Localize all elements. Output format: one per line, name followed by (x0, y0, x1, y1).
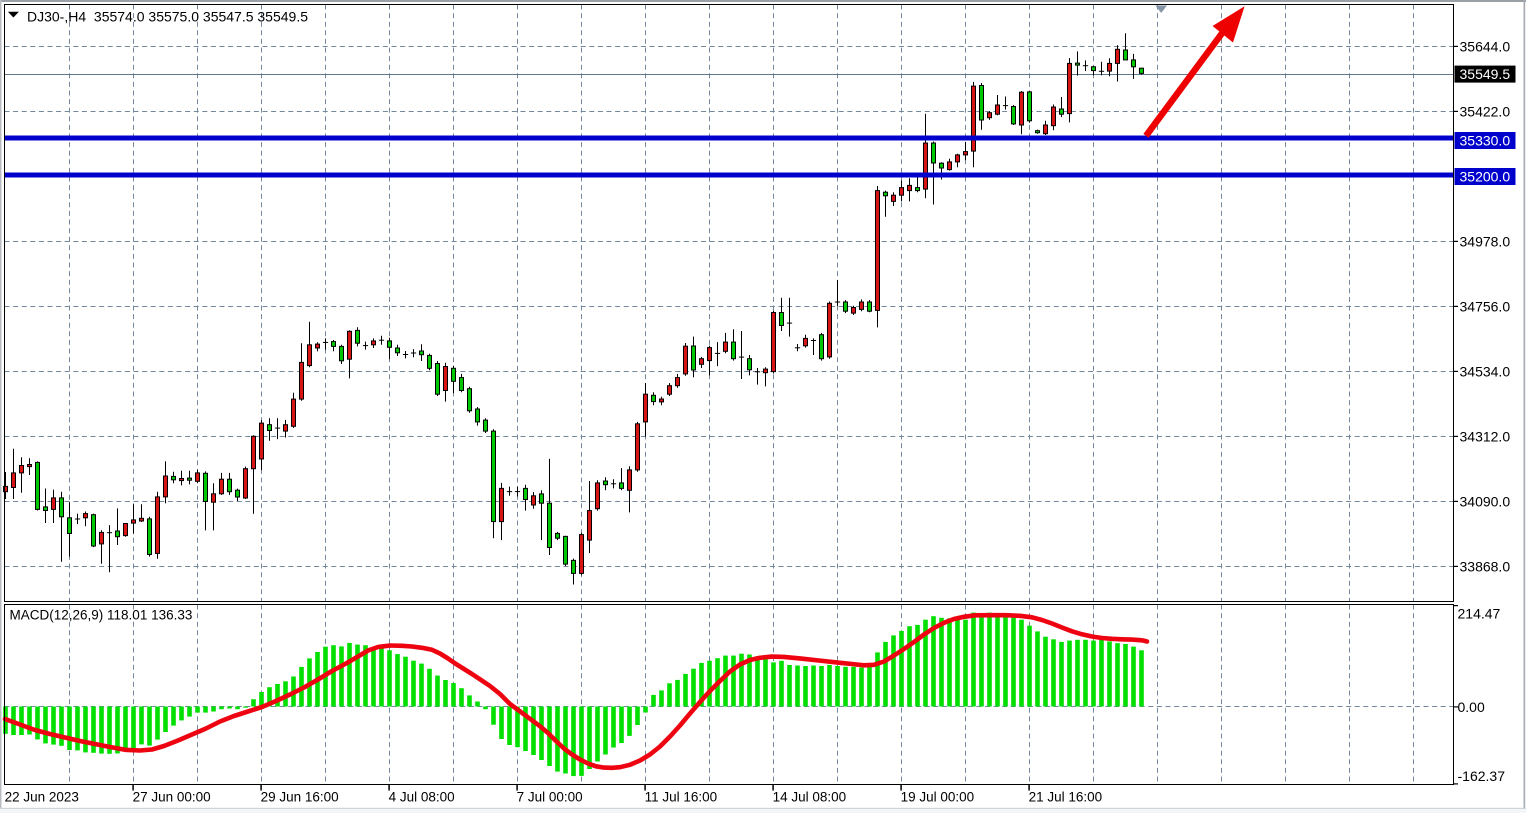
svg-text:35422.0: 35422.0 (1460, 103, 1511, 119)
svg-text:35549.5: 35549.5 (1460, 66, 1511, 82)
svg-text:34978.0: 34978.0 (1460, 233, 1511, 249)
svg-text:35200.0: 35200.0 (1460, 169, 1511, 185)
svg-text:33868.0: 33868.0 (1460, 558, 1511, 574)
svg-text:27 Jun 00:00: 27 Jun 00:00 (133, 790, 211, 805)
svg-text:DJ30-,H4 35574.0 35575.0 3554: DJ30-,H4 35574.0 35575.0 35547.5 35549.5 (27, 9, 308, 25)
svg-text:34756.0: 34756.0 (1460, 298, 1511, 314)
svg-text:MACD(12,26,9) 118.01 136.33: MACD(12,26,9) 118.01 136.33 (10, 608, 193, 623)
svg-text:214.47: 214.47 (1458, 606, 1501, 622)
svg-text:0.00: 0.00 (1458, 699, 1485, 715)
svg-text:4 Jul 08:00: 4 Jul 08:00 (389, 790, 455, 805)
svg-text:-162.37: -162.37 (1458, 768, 1506, 784)
svg-text:19 Jul 00:00: 19 Jul 00:00 (901, 790, 975, 805)
svg-text:11 Jul 16:00: 11 Jul 16:00 (645, 790, 718, 805)
svg-text:35644.0: 35644.0 (1460, 38, 1511, 54)
svg-text:29 Jun 16:00: 29 Jun 16:00 (261, 790, 339, 805)
svg-text:21 Jul 16:00: 21 Jul 16:00 (1029, 790, 1103, 805)
svg-text:34090.0: 34090.0 (1460, 493, 1511, 509)
svg-text:14 Jul 08:00: 14 Jul 08:00 (773, 790, 847, 805)
svg-text:7 Jul 00:00: 7 Jul 00:00 (517, 790, 583, 805)
svg-text:34534.0: 34534.0 (1460, 363, 1511, 379)
svg-text:22 Jun 2023: 22 Jun 2023 (5, 790, 79, 805)
svg-text:34312.0: 34312.0 (1460, 428, 1511, 444)
svg-text:35330.0: 35330.0 (1460, 133, 1511, 149)
